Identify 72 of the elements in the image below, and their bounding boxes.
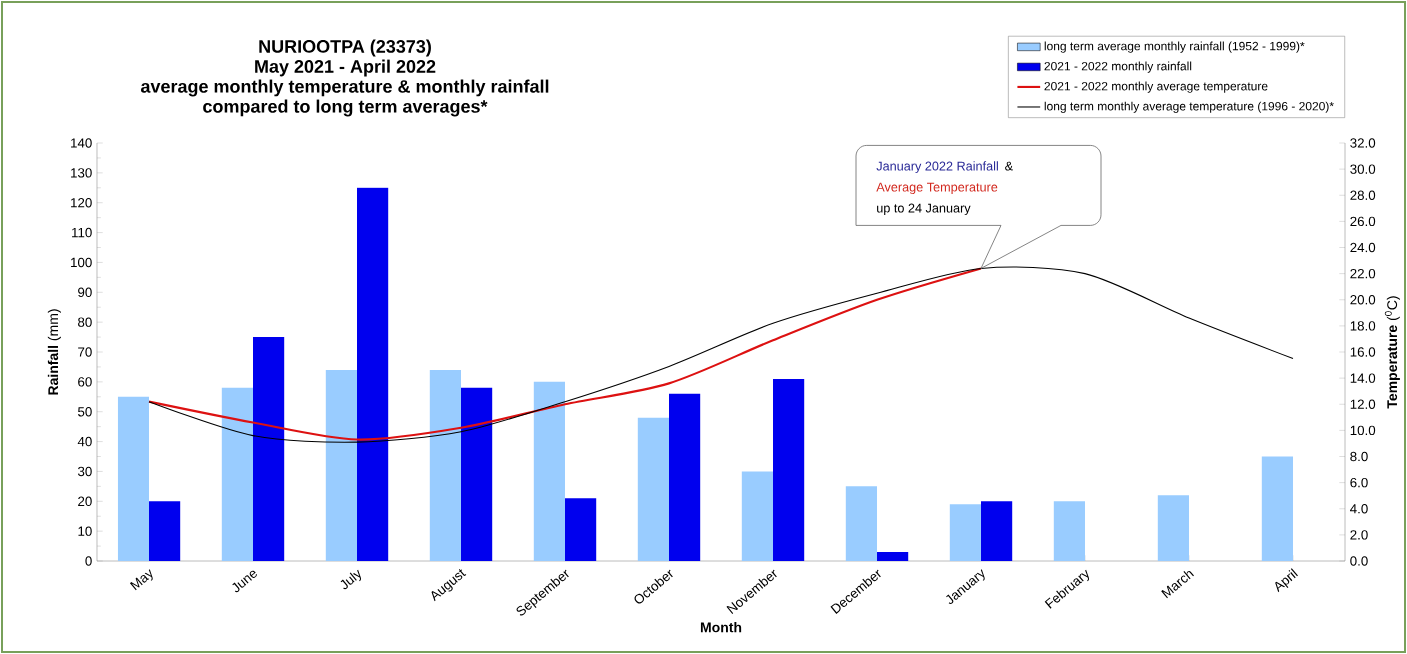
x-tick-label: July	[340, 569, 362, 590]
x-tick-label: May	[129, 569, 153, 591]
bar	[669, 393, 701, 562]
bar	[1261, 456, 1294, 562]
chart-title: NURIOOTPA (23373)	[259, 39, 431, 57]
y2-tick-label: 32.0	[1350, 138, 1376, 148]
line-series	[147, 267, 983, 441]
bar	[845, 486, 878, 562]
bar	[429, 369, 461, 562]
y2-axis-title: Temperature ($^{0}$C)	[1384, 296, 1400, 409]
bar	[357, 187, 389, 562]
bar	[741, 471, 774, 562]
legend-label: long term average monthly rainfall (1952 - 1999)*	[1044, 41, 1305, 53]
bar	[773, 378, 805, 562]
bar	[1157, 495, 1190, 562]
bar	[637, 417, 669, 562]
y2-tick-label: 28.0	[1350, 190, 1376, 200]
bar	[253, 337, 285, 562]
y-tick-label: 50	[78, 407, 92, 417]
annotation: up to 24 January	[877, 203, 971, 216]
y2-tick-label: 4.0	[1350, 504, 1368, 514]
annotation: Average Temperature	[876, 182, 998, 195]
y2-tick-label: 30.0	[1350, 164, 1376, 174]
bar	[877, 552, 909, 562]
bar	[117, 396, 149, 562]
y2-tick-label: 12.0	[1350, 399, 1376, 409]
y2-tick-label: 14.0	[1350, 373, 1376, 383]
y2-tick-label: 6.0	[1350, 477, 1368, 488]
text: average monthly temperature & monthly rainfall	[140, 79, 549, 97]
y-tick-label: 110	[72, 227, 92, 238]
y-tick-label: 40	[77, 436, 92, 447]
text: compared to long term averages*	[203, 99, 488, 117]
y2-tick-label: 26.0	[1350, 216, 1376, 227]
y-tick-label: 60	[78, 377, 92, 387]
legend-label: 2021 - 2022 monthly average temperature	[1044, 81, 1268, 93]
y2-tick-label: 24.0	[1350, 242, 1376, 253]
bar	[533, 381, 566, 562]
bar	[221, 387, 253, 562]
y-tick-label: 80	[78, 317, 92, 327]
y2-tick-label: 10.0	[1350, 425, 1376, 436]
bar	[949, 504, 982, 562]
y2-tick-label: 16.0	[1350, 347, 1376, 357]
bar	[981, 501, 1013, 562]
bar	[325, 369, 357, 562]
line-series	[148, 266, 1294, 443]
bar	[565, 498, 597, 562]
y2-tick-label: 2.0	[1350, 530, 1368, 540]
y2-tick-label: 20.0	[1350, 295, 1376, 305]
y-tick-label: 90	[78, 287, 92, 298]
y-tick-label: 100	[71, 257, 92, 268]
y-tick-label: 20	[78, 496, 92, 507]
y-tick-label: 10	[78, 526, 92, 536]
y2-tick-label: 8.0	[1350, 451, 1368, 462]
y2-tick-label: 18.0	[1350, 321, 1376, 331]
bar	[1053, 501, 1086, 562]
y-axis-title: Rainfall (mm)	[47, 309, 61, 395]
x-axis-title: Month	[700, 622, 742, 633]
y-tick-label: 140	[71, 138, 92, 148]
chart-subtitle: May 2021 - April 2022	[255, 59, 436, 77]
y-tick-label: 70	[78, 347, 92, 357]
annotation: January 2022 Rainfall	[876, 161, 998, 174]
y-tick-label: 120	[71, 198, 92, 208]
bar	[461, 387, 493, 562]
annotation: &	[1005, 161, 1013, 171]
y-tick-label: 130	[71, 168, 92, 178]
legend-label: 2021 - 2022 monthly rainfall	[1044, 61, 1192, 73]
bar	[149, 501, 181, 562]
y2-tick-label: 0.0	[1350, 556, 1368, 566]
legend-label: long term monthly average temperature (1996 - 2020)*	[1044, 101, 1334, 113]
y2-tick-label: 22.0	[1350, 268, 1376, 279]
y-tick-label: 30	[77, 466, 92, 477]
y-tick-label: 0	[85, 556, 92, 566]
